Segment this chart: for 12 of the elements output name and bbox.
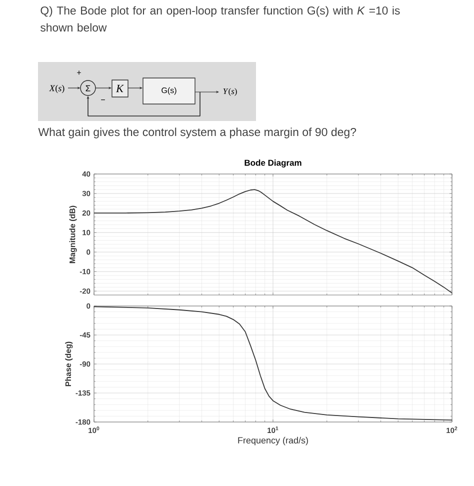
text: G(s): [162, 87, 176, 95]
text: +: [77, 70, 81, 75]
text: Y(s): [223, 88, 237, 96]
y-axis-title: Phase (deg): [65, 342, 73, 386]
text: Σ: [86, 85, 90, 92]
text: X(s): [49, 84, 64, 94]
x-axis-title: Frequency (rad/s): [238, 436, 308, 446]
chart-title: Bode Diagram: [244, 160, 302, 168]
text: Q) The Bode plot for an open-loop transfer function G(s) with K =10 is shown below: [40, 6, 400, 32]
text: What gain gives the control system a phase margin of 90 deg?: [38, 128, 356, 138]
text: K: [116, 84, 124, 92]
y-axis-title: Magnitude (dB): [69, 206, 77, 264]
